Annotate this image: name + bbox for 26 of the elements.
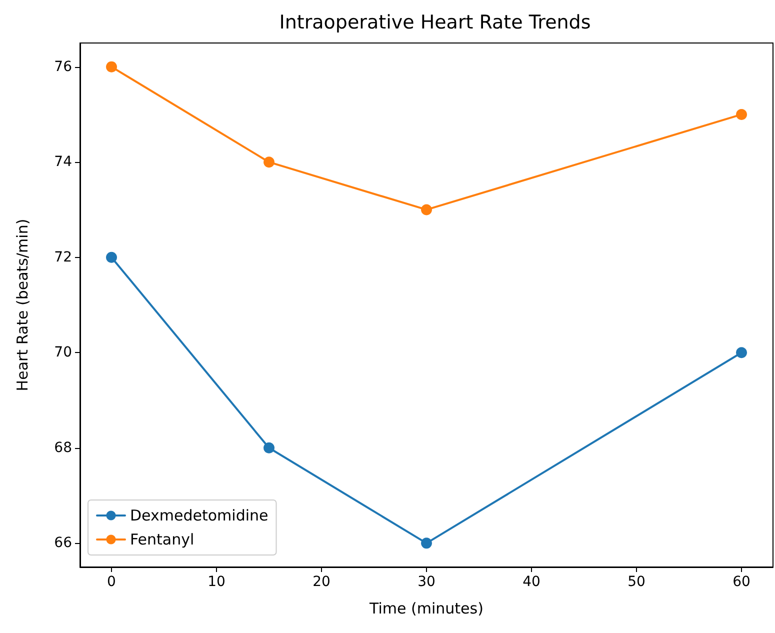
y-tick-label: 68 [54,440,72,456]
point [106,252,117,263]
y-tick-label: 70 [54,344,72,361]
x-tick-label: 40 [522,574,540,590]
x-axis-title: Time (minutes) [368,600,484,618]
y-axis-title: Heart Rate (beats/min) [14,218,32,392]
y-tick-label: 76 [54,58,72,75]
point [264,442,274,454]
x-tick-label: 30 [418,574,436,590]
y-tick-label: 74 [54,154,72,170]
point [421,538,432,549]
point [106,61,117,72]
point [736,347,747,358]
point [736,108,747,120]
chart-title: Intraoperative Heart Rate Trends [279,12,591,34]
y-tick-label: 72 [54,249,72,266]
legend-label: Dexmedetomidine [130,506,268,524]
legend-label: Fentanyl [130,530,194,548]
point [264,156,274,168]
x-tick-label: 50 [628,574,646,590]
x-tick-label: 0 [107,574,116,590]
x-tick-label: 10 [208,574,226,590]
y-tick-label: 66 [54,535,72,552]
x-tick-label: 20 [312,574,330,590]
x-tick-label: 60 [732,574,750,590]
point [421,204,432,216]
